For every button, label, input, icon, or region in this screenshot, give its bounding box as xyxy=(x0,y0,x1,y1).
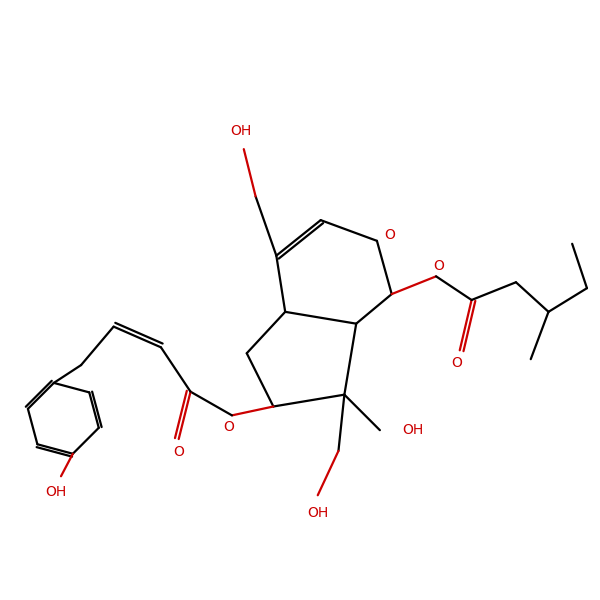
Text: OH: OH xyxy=(307,506,328,520)
Text: O: O xyxy=(224,420,235,434)
Text: O: O xyxy=(173,445,184,459)
Text: OH: OH xyxy=(46,485,67,499)
Text: O: O xyxy=(434,259,445,272)
Text: OH: OH xyxy=(403,423,424,437)
Text: O: O xyxy=(385,228,395,242)
Text: O: O xyxy=(451,356,462,370)
Text: OH: OH xyxy=(230,124,251,139)
